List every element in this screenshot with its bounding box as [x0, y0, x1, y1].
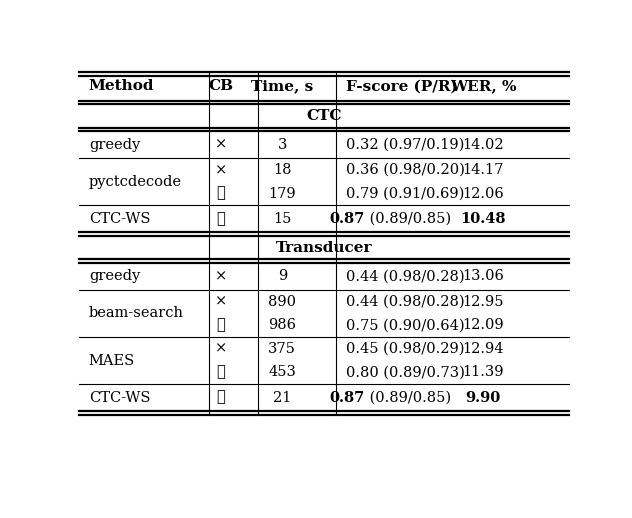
Text: greedy: greedy [88, 269, 140, 283]
Text: 12.06: 12.06 [462, 186, 504, 200]
Text: 890: 890 [268, 295, 296, 309]
Text: ✓: ✓ [217, 318, 226, 332]
Text: 0.79 (0.91/0.69): 0.79 (0.91/0.69) [346, 186, 465, 200]
Text: Transducer: Transducer [276, 241, 372, 255]
Text: ×: × [215, 138, 227, 152]
Text: ×: × [215, 295, 227, 309]
Text: 0.45 (0.98/0.29): 0.45 (0.98/0.29) [346, 342, 465, 356]
Text: 14.17: 14.17 [463, 163, 504, 177]
Text: 453: 453 [269, 365, 296, 379]
Text: 0.80 (0.89/0.73): 0.80 (0.89/0.73) [346, 365, 465, 379]
Text: 0.75 (0.90/0.64): 0.75 (0.90/0.64) [346, 318, 465, 332]
Text: pyctcdecode: pyctcdecode [88, 175, 182, 189]
Text: 12.95: 12.95 [463, 295, 504, 309]
Text: beam-search: beam-search [88, 307, 184, 321]
Text: ✓: ✓ [217, 391, 226, 405]
Text: 179: 179 [269, 186, 296, 200]
Text: 375: 375 [269, 342, 296, 356]
Text: 12.94: 12.94 [463, 342, 504, 356]
Text: CTC-WS: CTC-WS [88, 391, 150, 405]
Text: 10.48: 10.48 [460, 212, 506, 226]
Text: 21: 21 [273, 391, 291, 405]
Text: 9: 9 [277, 269, 287, 283]
Text: MAES: MAES [88, 353, 135, 367]
Text: 13.06: 13.06 [462, 269, 504, 283]
Text: CB: CB [209, 79, 234, 93]
Text: CTC: CTC [306, 109, 342, 123]
Text: ×: × [215, 342, 227, 356]
Text: CTC-WS: CTC-WS [88, 212, 150, 226]
Text: 3: 3 [277, 138, 287, 152]
Text: ×: × [215, 163, 227, 177]
Text: WER, %: WER, % [450, 79, 516, 93]
Text: 15: 15 [273, 212, 291, 226]
Text: 0.32 (0.97/0.19): 0.32 (0.97/0.19) [346, 138, 465, 152]
Text: 18: 18 [273, 163, 291, 177]
Text: 9.90: 9.90 [465, 391, 501, 405]
Text: 0.87: 0.87 [329, 391, 365, 405]
Text: greedy: greedy [88, 138, 140, 152]
Text: F-score (P/R): F-score (P/R) [346, 79, 458, 93]
Text: ✓: ✓ [217, 365, 226, 379]
Text: 0.87: 0.87 [329, 212, 365, 226]
Text: 14.02: 14.02 [462, 138, 504, 152]
Text: 986: 986 [268, 318, 296, 332]
Text: (0.89/0.85): (0.89/0.85) [365, 391, 451, 405]
Text: ✓: ✓ [217, 212, 226, 226]
Text: 0.36 (0.98/0.20): 0.36 (0.98/0.20) [346, 163, 465, 177]
Text: 0.44 (0.98/0.28): 0.44 (0.98/0.28) [346, 269, 465, 283]
Text: Time, s: Time, s [251, 79, 313, 93]
Text: ×: × [215, 269, 227, 283]
Text: 11.39: 11.39 [463, 365, 504, 379]
Text: 0.44 (0.98/0.28): 0.44 (0.98/0.28) [346, 295, 465, 309]
Text: ✓: ✓ [217, 186, 226, 200]
Text: 12.09: 12.09 [462, 318, 504, 332]
Text: Method: Method [88, 79, 154, 93]
Text: (0.89/0.85): (0.89/0.85) [365, 212, 451, 226]
